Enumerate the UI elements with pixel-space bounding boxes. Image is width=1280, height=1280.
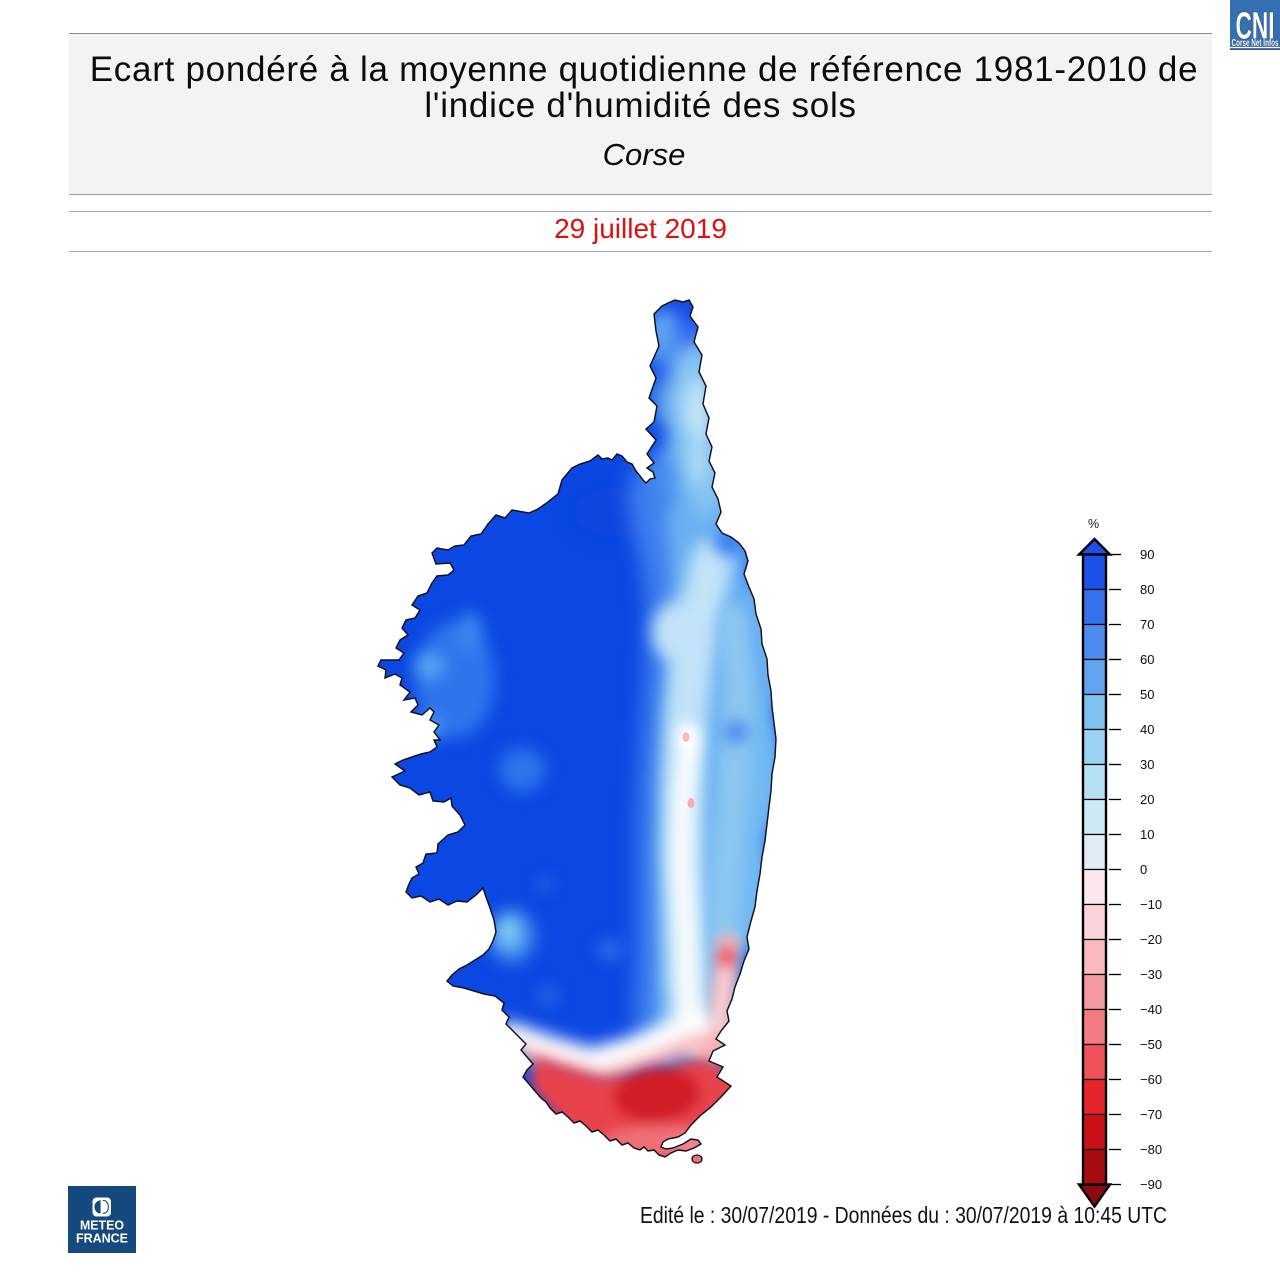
- svg-text:FRANCE: FRANCE: [76, 1232, 128, 1246]
- svg-text:CNI: CNI: [1236, 6, 1275, 48]
- svg-text:−50: −50: [1140, 1037, 1162, 1052]
- svg-text:−30: −30: [1140, 967, 1162, 982]
- svg-text:20: 20: [1140, 792, 1154, 807]
- svg-text:Corse Net Infos: Corse Net Infos: [1232, 38, 1279, 49]
- svg-text:−40: −40: [1140, 1002, 1162, 1017]
- svg-text:70: 70: [1140, 617, 1154, 632]
- svg-text:−90: −90: [1140, 1177, 1162, 1192]
- svg-text:10: 10: [1140, 827, 1154, 842]
- svg-text:0: 0: [1140, 862, 1147, 877]
- svg-text:80: 80: [1140, 582, 1154, 597]
- svg-text:90: 90: [1140, 547, 1154, 562]
- svg-text:−80: −80: [1140, 1142, 1162, 1157]
- svg-text:%: %: [1088, 517, 1099, 531]
- svg-text:METEO: METEO: [80, 1219, 124, 1233]
- svg-text:30: 30: [1140, 757, 1154, 772]
- svg-text:60: 60: [1140, 652, 1154, 667]
- svg-text:40: 40: [1140, 722, 1154, 737]
- svg-text:50: 50: [1140, 687, 1154, 702]
- svg-text:−10: −10: [1140, 897, 1162, 912]
- svg-text:−70: −70: [1140, 1107, 1162, 1122]
- svg-text:−20: −20: [1140, 932, 1162, 947]
- svg-text:−60: −60: [1140, 1072, 1162, 1087]
- svg-text:Edité le : 30/07/2019 - Donnée: Edité le : 30/07/2019 - Données du : 30/…: [640, 1202, 1167, 1228]
